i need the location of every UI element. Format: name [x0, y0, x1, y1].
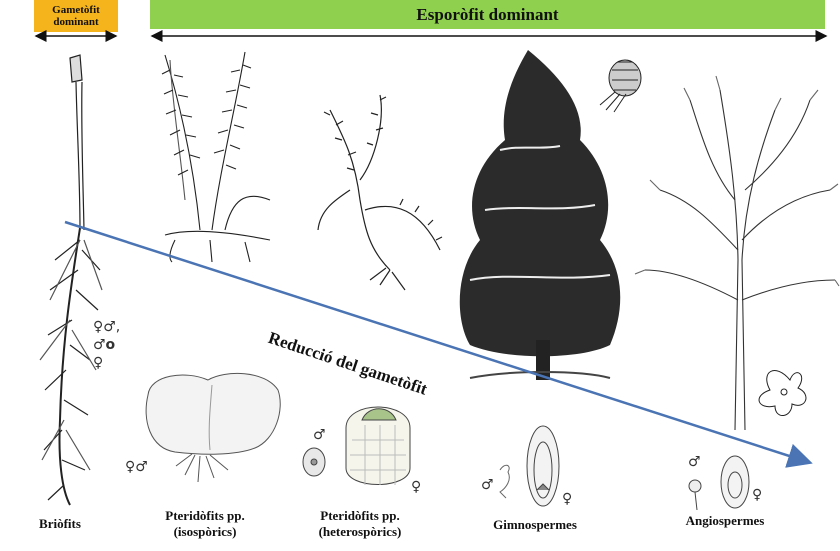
broadleaf-tree-illustration	[634, 75, 840, 431]
prothallus-illustration	[145, 372, 281, 483]
selaginella-illustration	[317, 94, 443, 291]
sporophyte-dominant-box: Esporòfit dominant	[150, 0, 825, 29]
angiosperm-male-symbol: ♂	[688, 454, 701, 470]
caption-isosporic-line1: Pteridòfits pp.	[165, 508, 245, 523]
sporophyte-label: Esporòfit dominant	[416, 4, 559, 24]
bryophyte-symbol-3: ♀	[93, 355, 104, 371]
microspore-illustration	[302, 447, 326, 477]
gametophyte-dominant-box: Gametòfit dominant	[34, 0, 118, 32]
isosporic-symbol: ♀♂	[125, 459, 148, 475]
caption-isosporic-pteridophytes: Pteridòfits pp. (isospòrics)	[150, 508, 260, 540]
heterosporic-male-symbol: ♂	[313, 427, 326, 443]
caption-heterosporic-pteridophytes: Pteridòfits pp. (heterospòrics)	[300, 508, 420, 540]
caption-angiosperms-line1: Angiospermes	[685, 513, 765, 528]
caption-gymnosperms: Gimnospermes	[485, 517, 585, 533]
pine-tree-illustration	[459, 50, 621, 380]
caption-heterosporic-line1: Pteridòfits pp.	[320, 508, 400, 523]
caption-gymnosperms-line1: Gimnospermes	[493, 517, 577, 532]
gametophyte-label-line1: Gametòfit	[52, 4, 100, 16]
angiosperm-ovule-illustration	[688, 455, 750, 511]
gametophyte-label-line2: dominant	[53, 16, 99, 28]
bryophyte-symbol-2: ♂o	[93, 337, 116, 353]
gymnosperm-ovule-illustration	[499, 425, 560, 507]
caption-isosporic-line2: (isospòrics)	[173, 524, 237, 539]
fern-illustration	[161, 51, 271, 263]
gametophyte-reduction-arrow	[64, 220, 813, 468]
megaspore-illustration	[345, 406, 411, 485]
caption-angiosperms: Angiospermes	[675, 513, 775, 529]
gymnosperm-male-symbol: ♂	[481, 477, 494, 493]
bryophyte-symbol-1: ♀♂,	[93, 319, 121, 335]
gymnosperm-female-symbol: ♀	[562, 491, 573, 507]
flower-icon	[758, 370, 807, 416]
heterosporic-female-symbol: ♀	[411, 479, 422, 495]
angiosperm-female-symbol: ♀	[752, 487, 763, 503]
caption-bryophytes: Briòfits	[30, 516, 90, 532]
moss-illustration	[39, 54, 103, 506]
caption-heterosporic-line2: (heterospòrics)	[318, 524, 402, 539]
caption-bryophytes-line1: Briòfits	[39, 516, 81, 531]
pine-cone-icon	[599, 59, 642, 113]
